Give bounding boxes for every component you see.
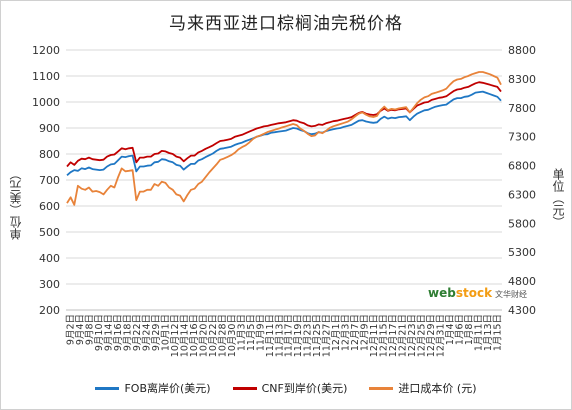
x-tick-label: 12月23日 — [407, 314, 418, 357]
chart-title: 马来西亚进口棕榈油完税价格 — [169, 14, 403, 34]
x-tick-label: 1月15日 — [492, 314, 503, 351]
series-line — [66, 90, 502, 176]
x-tick-label: 10月30日 — [227, 314, 238, 357]
x-tick-label: 9月24日 — [142, 314, 153, 351]
x-tick-label: 11月5日 — [246, 314, 257, 351]
right-y-tick-label: 6300 — [508, 188, 536, 201]
x-tick-label: 10月28日 — [217, 314, 228, 357]
x-tick-label: 10月1日 — [161, 314, 172, 351]
left-y-tick-label: 900 — [39, 122, 60, 135]
x-tick-label: 1月6日 — [454, 314, 465, 345]
x-tick-label: 11月11日 — [265, 314, 276, 357]
x-tick-label: 10月22日 — [208, 314, 219, 357]
legend-swatch — [232, 386, 257, 390]
left-y-tick-label: 200 — [39, 304, 60, 317]
left-y-tick-label: 600 — [39, 200, 60, 213]
x-tick-label: 11月17日 — [284, 314, 295, 357]
legend-item: 进口成本价 (元) — [369, 380, 477, 396]
x-tick-label: 9月4日 — [75, 314, 86, 345]
x-tick-label: 11月27日 — [322, 314, 333, 357]
x-tick-label: 12月17日 — [388, 314, 399, 357]
left-y-tick-label: 700 — [39, 174, 60, 187]
legend-item: FOB离岸价(美元) — [95, 380, 211, 396]
x-tick-label: 9月10日 — [94, 314, 105, 351]
right-y-tick-label: 8300 — [508, 73, 536, 86]
chart-legend: FOB离岸价(美元) CNF到岸价(美元) 进口成本价 (元) — [0, 380, 572, 396]
x-tick-label: 11月9日 — [255, 314, 266, 351]
right-y-tick-label: 7300 — [508, 131, 536, 144]
x-tick-label: 12月21日 — [397, 314, 408, 357]
x-tick-label: 12月7日 — [350, 314, 361, 351]
x-tick-label: 1月8日 — [464, 314, 475, 345]
x-tick-label: 1月4日 — [445, 314, 456, 345]
x-tick-label: 9月16日 — [113, 314, 124, 351]
x-tick-label: 11月25日 — [312, 314, 323, 357]
legend-label: FOB离岸价(美元) — [124, 382, 211, 395]
right-y-tick-label: 7800 — [508, 102, 536, 115]
legend-swatch — [95, 386, 120, 390]
x-tick-label: 12月11日 — [369, 314, 380, 357]
right-y-tick-label: 5800 — [508, 217, 536, 230]
right-y-tick-label: 6800 — [508, 160, 536, 173]
x-tick-label: 10月16日 — [189, 314, 200, 357]
x-tick-label: 11月19日 — [293, 314, 304, 357]
x-tick-label: 12月1日 — [331, 314, 342, 351]
x-tick-label: 12月29日 — [426, 314, 437, 357]
x-tick-label: 9月2日 — [66, 314, 77, 345]
x-tick-label: 9月8日 — [85, 314, 96, 345]
series-line — [66, 81, 502, 168]
right-y-tick-label: 5300 — [508, 246, 536, 259]
x-tick-label: 10月20日 — [198, 314, 209, 357]
x-tick-label: 11月23日 — [303, 314, 314, 357]
right-y-tick-label: 8800 — [508, 44, 536, 57]
x-tick-label: 10月12日 — [170, 314, 181, 357]
x-tick-label: 12月15日 — [379, 314, 390, 357]
x-tick-label: 1月11日 — [473, 314, 484, 351]
legend-label: 进口成本价 (元) — [398, 382, 477, 395]
x-tick-label: 10月14日 — [179, 314, 190, 357]
left-y-tick-label: 500 — [39, 226, 60, 239]
watermark-logo: webstock 文华财经 — [428, 286, 528, 300]
left-y-tick-label: 300 — [39, 278, 60, 291]
x-tick-label: 12月3日 — [341, 314, 352, 351]
x-tick-label: 9月22日 — [132, 314, 143, 351]
right-axis-label: 单位（元） — [551, 168, 565, 228]
left-y-tick-label: 1000 — [32, 96, 60, 109]
right-y-tick-label: 4300 — [508, 304, 536, 317]
left-y-tick-label: 1200 — [32, 44, 60, 57]
x-tick-label: 12月31日 — [435, 314, 446, 357]
right-y-tick-label: 4800 — [508, 275, 536, 288]
x-tick-label: 12月9日 — [360, 314, 371, 351]
x-tick-label: 1月13日 — [483, 314, 494, 351]
x-tick-label: 12月25日 — [416, 314, 427, 357]
x-tick-label: 9月14日 — [104, 314, 115, 351]
x-tick-label: 9月29日 — [151, 314, 162, 351]
legend-label: CNF到岸价(美元) — [261, 382, 348, 395]
x-tick-label: 9月18日 — [123, 314, 134, 351]
legend-item: CNF到岸价(美元) — [232, 380, 348, 396]
left-y-tick-label: 800 — [39, 148, 60, 161]
series-line — [66, 71, 502, 206]
left-y-tick-label: 400 — [39, 252, 60, 265]
x-tick-label: 11月13日 — [274, 314, 285, 357]
legend-swatch — [369, 386, 394, 390]
left-y-tick-label: 1100 — [32, 70, 60, 83]
x-tick-label: 11月3日 — [236, 314, 247, 351]
